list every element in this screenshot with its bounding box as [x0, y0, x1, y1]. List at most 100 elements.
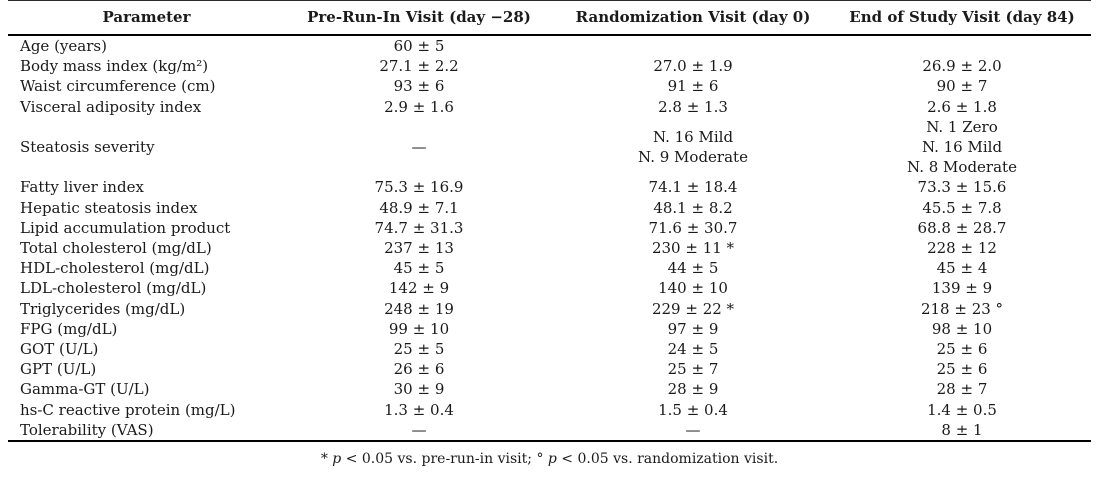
parameter-cell: LDL-cholesterol (mg/dL): [20, 279, 207, 298]
table-row: Tolerability (VAS) — — 8 ± 1: [8, 420, 1091, 441]
table-row: Age (years) 60 ± 5: [8, 35, 1091, 56]
value-cell: 97 ± 9: [667, 319, 719, 338]
parameter-cell: Age (years): [20, 37, 107, 55]
value-cell: 75.3 ± 16.9: [374, 178, 464, 197]
table-row: LDL-cholesterol (mg/dL) 142 ± 9 140 ± 10 13…: [8, 278, 1091, 298]
value-cell: 45 ± 4: [936, 259, 988, 278]
parameter-cell: hs-C reactive protein (mg/L): [20, 400, 236, 419]
p-value-symbol: p: [547, 451, 557, 468]
table-row: Body mass index (kg/m²) 27.1 ± 2.2 27.0 ± …: [8, 56, 1091, 76]
value-cell: 1.5 ± 0.4: [658, 400, 728, 419]
footnote-text-randomization: < 0.05 vs. randomization visit.: [556, 451, 779, 468]
table-row: Total cholesterol (mg/dL) 237 ± 13 230 ± 1…: [8, 238, 1091, 258]
value-cell: 1.4 ± 0.5: [927, 400, 997, 419]
value-cell: 71.6 ± 30.7: [648, 218, 738, 237]
parameter-cell: GPT (U/L): [20, 360, 97, 379]
value-cell: 44 ± 5: [667, 259, 719, 278]
value-cell: 28 ± 7: [936, 380, 988, 399]
column-header-end-of-study-visit: End of Study Visit (day 84): [833, 0, 1091, 36]
table-row: HDL-cholesterol (mg/dL) 45 ± 5 44 ± 5 45 ± …: [8, 258, 1091, 278]
value-cell: 230 ± 11 *: [651, 239, 735, 258]
value-cell: 30 ± 9: [393, 380, 445, 399]
parameter-cell: Visceral adiposity index: [20, 97, 202, 116]
table-row: Waist circumference (cm) 93 ± 6 91 ± 6 90 ±…: [8, 76, 1091, 96]
parameter-cell: Steatosis severity: [20, 138, 155, 157]
value-cell: 2.9 ± 1.6: [384, 97, 454, 116]
value-cell: 27.0 ± 1.9: [653, 57, 733, 76]
table-row: Steatosis severity — N. 16 Mild N. 9 Moder…: [8, 117, 1091, 178]
table-body: Age (years) 60 ± 5 Body mass index (kg/m²)…: [8, 35, 1091, 441]
parameter-cell: Triglycerides (mg/dL): [20, 299, 186, 318]
value-cell: 229 ± 22 *: [651, 299, 735, 318]
table-row: GPT (U/L) 26 ± 6 25 ± 7 25 ± 6: [8, 359, 1091, 379]
parameter-cell: Lipid accumulation product: [20, 218, 231, 237]
value-cell: N. 16 Mild N. 9 Moderate: [638, 127, 748, 167]
value-cell: 28 ± 9: [667, 380, 719, 399]
value-cell: 140 ± 10: [658, 279, 728, 298]
value-cell: 237 ± 13: [384, 239, 454, 258]
value-cell: 68.8 ± 28.7: [917, 218, 1007, 237]
value-cell: 26 ± 6: [393, 360, 445, 379]
parameter-cell: FPG (mg/dL): [20, 319, 118, 338]
table-row: Gamma-GT (U/L) 30 ± 9 28 ± 9 28 ± 7: [8, 379, 1091, 399]
value-cell: 248 ± 19: [384, 299, 454, 318]
parameter-cell: Waist circumference (cm): [20, 77, 216, 96]
significance-star-marker: *: [320, 451, 333, 468]
value-cell: —: [411, 138, 427, 157]
value-cell: 25 ± 6: [936, 360, 988, 379]
parameter-cell: Fatty liver index: [20, 178, 144, 197]
table-footnote: * p < 0.05 vs. pre-run-in visit; ° p < 0…: [0, 450, 1099, 468]
parameter-cell: Hepatic steatosis index: [20, 198, 198, 217]
value-cell: 27.1 ± 2.2: [379, 57, 459, 76]
table-row: Hepatic steatosis index 48.9 ± 7.1 48.1 ± …: [8, 198, 1091, 218]
column-header-parameter: Parameter: [8, 0, 285, 36]
header-row: Parameter Pre-Run-In Visit (day −28) Ran…: [8, 0, 1091, 36]
parameter-cell: GOT (U/L): [20, 340, 99, 359]
value-cell: 45 ± 5: [393, 259, 445, 278]
value-cell: 2.6 ± 1.8: [927, 97, 997, 116]
value-cell: 228 ± 12: [927, 239, 997, 258]
value-cell: 74.7 ± 31.3: [374, 218, 464, 237]
parameter-cell: Gamma-GT (U/L): [20, 380, 150, 399]
value-cell: —: [685, 420, 701, 439]
table-row: FPG (mg/dL) 99 ± 10 97 ± 9 98 ± 10: [8, 319, 1091, 339]
value-cell: 73.3 ± 15.6: [917, 178, 1007, 197]
value-cell: [833, 35, 1091, 56]
parameter-cell: Body mass index (kg/m²): [20, 57, 209, 76]
results-table: Parameter Pre-Run-In Visit (day −28) Ran…: [8, 0, 1091, 443]
value-cell: 74.1 ± 18.4: [648, 178, 738, 197]
value-cell: 98 ± 10: [931, 319, 993, 338]
value-cell: 24 ± 5: [667, 340, 719, 359]
table-row: Visceral adiposity index 2.9 ± 1.6 2.8 ± 1…: [8, 97, 1091, 117]
value-cell: 25 ± 5: [393, 340, 445, 359]
value-cell: 91 ± 6: [667, 77, 719, 96]
value-cell: 218 ± 23 °: [920, 299, 1004, 318]
significance-ring-marker: °: [536, 451, 548, 468]
value-cell: 90 ± 7: [936, 77, 988, 96]
parameter-cell: Tolerability (VAS): [20, 420, 154, 439]
value-cell: N. 1 Zero N. 16 Mild N. 8 Moderate: [907, 117, 1017, 177]
value-cell: 8 ± 1: [941, 420, 983, 439]
parameter-cell: HDL-cholesterol (mg/dL): [20, 259, 210, 278]
value-cell: [553, 35, 833, 56]
table-row: GOT (U/L) 25 ± 5 24 ± 5 25 ± 6: [8, 339, 1091, 359]
value-cell: 1.3 ± 0.4: [384, 400, 454, 419]
value-cell: 25 ± 7: [667, 360, 719, 379]
value-cell: 93 ± 6: [393, 77, 445, 96]
column-header-randomization-visit: Randomization Visit (day 0): [553, 0, 833, 36]
footnote-text-pre-run-in: < 0.05 vs. pre-run-in visit;: [341, 451, 537, 468]
value-cell: 25 ± 6: [936, 340, 988, 359]
value-cell: —: [411, 420, 427, 439]
value-cell: 45.5 ± 7.8: [922, 198, 1002, 217]
value-cell: 48.9 ± 7.1: [379, 198, 459, 217]
value-cell: 139 ± 9: [931, 279, 993, 298]
value-cell: 60 ± 5: [393, 37, 445, 55]
value-cell: 99 ± 10: [388, 319, 450, 338]
value-cell: 142 ± 9: [388, 279, 450, 298]
table-row: Triglycerides (mg/dL) 248 ± 19 229 ± 22 * 2…: [8, 299, 1091, 319]
value-cell: 48.1 ± 8.2: [653, 198, 733, 217]
table-row: hs-C reactive protein (mg/L) 1.3 ± 0.4 1.5…: [8, 400, 1091, 420]
parameter-cell: Total cholesterol (mg/dL): [20, 239, 212, 258]
p-value-symbol: p: [332, 451, 342, 468]
